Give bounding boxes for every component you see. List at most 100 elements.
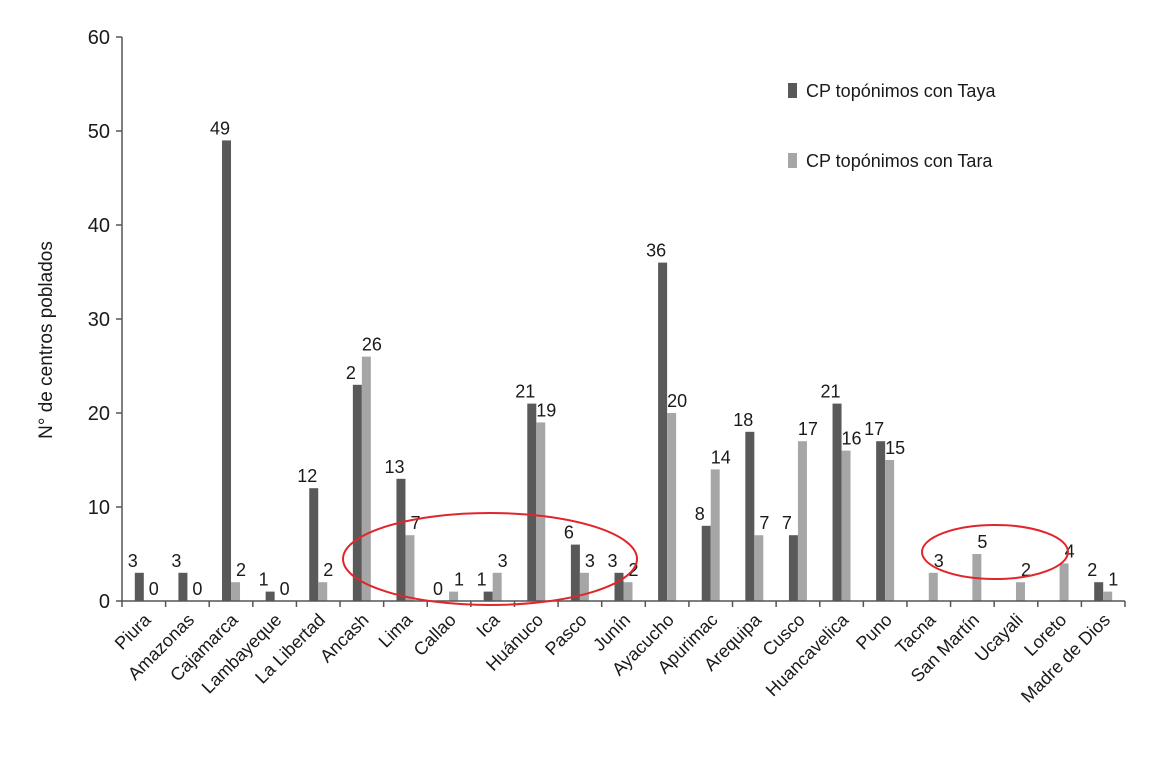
data-label-taya: 1 [259, 570, 269, 590]
x-tick-label: Pasco [541, 610, 591, 660]
data-label-taya: 0 [433, 579, 443, 599]
bar-taya [178, 572, 188, 601]
legend-label-tara: CP topónimos con Tara [806, 151, 993, 171]
bar-taya [309, 488, 319, 601]
data-label-tara: 7 [410, 513, 420, 533]
bar-tara [710, 469, 720, 601]
data-label-tara: 5 [977, 532, 987, 552]
bar-tara [797, 441, 807, 601]
bar-tara [754, 535, 764, 601]
data-label-taya: 3 [128, 551, 138, 571]
bar-tara [1103, 591, 1113, 601]
data-label-tara: 14 [711, 447, 731, 467]
data-label-taya: 21 [821, 382, 841, 402]
legend-label-taya: CP topónimos con Taya [806, 81, 996, 101]
bar-tara [667, 413, 677, 601]
y-tick-label: 20 [88, 403, 110, 425]
data-label-tara: 2 [1021, 560, 1031, 580]
y-tick-label: 0 [99, 591, 110, 613]
data-label-taya: 49 [210, 118, 230, 138]
y-axis-title: N° de centros poblados [36, 241, 57, 439]
bars [134, 140, 1113, 601]
legend: CP topónimos con Taya CP topónimos con T… [788, 81, 996, 171]
highlight-ellipse-central [342, 512, 638, 606]
data-label-tara: 19 [536, 400, 556, 420]
bar-tara [841, 450, 851, 601]
highlight-ellipse-east [921, 524, 1069, 580]
bar-tara [579, 572, 589, 601]
bar-tara [361, 356, 371, 601]
bar-taya [745, 431, 755, 601]
y-tick-label: 30 [88, 309, 110, 331]
data-label-tara: 0 [280, 579, 290, 599]
data-label-taya: 2 [1087, 560, 1097, 580]
y-tick-label: 60 [88, 27, 110, 49]
data-label-tara: 20 [667, 391, 687, 411]
bar-tara [449, 591, 459, 601]
data-label-taya: 3 [171, 551, 181, 571]
data-label-tara: 7 [759, 513, 769, 533]
bar-tara [623, 582, 633, 601]
data-label-taya: 13 [384, 457, 404, 477]
bar-taya [352, 384, 362, 601]
data-label-tara: 3 [498, 551, 508, 571]
y-tick-label: 10 [88, 497, 110, 519]
bar-taya [527, 403, 537, 601]
data-label-taya: 3 [607, 551, 617, 571]
x-tick-label: Puno [852, 610, 896, 654]
legend-swatch-taya [788, 83, 797, 98]
x-tick-label: Ucayali [971, 610, 1027, 666]
bar-taya [832, 403, 842, 601]
bar-taya [222, 140, 232, 601]
data-label-taya: 12 [297, 466, 317, 486]
data-label-tara: 26 [362, 335, 382, 355]
data-label-tara: 1 [454, 570, 464, 590]
highlight-ellipses [342, 512, 1069, 606]
data-label-tara: 3 [585, 551, 595, 571]
bar-tara [1059, 563, 1069, 601]
data-label-taya: 17 [864, 419, 884, 439]
data-label-tara: 1 [1108, 570, 1118, 590]
data-label-taya: 18 [733, 410, 753, 430]
x-tick-label: Callao [410, 610, 460, 660]
bar-taya [570, 544, 580, 601]
bar-tara [885, 460, 895, 601]
data-label-taya: 6 [564, 523, 574, 543]
bar-taya [876, 441, 886, 601]
data-label-taya: 8 [695, 504, 705, 524]
data-label-tara: 0 [192, 579, 202, 599]
bar-tara [928, 572, 938, 601]
x-tick-label: Ancash [316, 610, 373, 667]
data-label-tara: 0 [149, 579, 159, 599]
bar-taya [658, 262, 668, 601]
bar-tara [405, 535, 415, 601]
data-label-tara: 16 [842, 429, 862, 449]
data-label-tara: 15 [885, 438, 905, 458]
bar-taya [483, 591, 493, 601]
data-label-taya: 7 [782, 513, 792, 533]
bar-taya [788, 535, 798, 601]
bar-tara [231, 582, 241, 601]
data-label-tara: 3 [934, 551, 944, 571]
data-label-tara: 2 [236, 560, 246, 580]
bar-taya [1094, 582, 1104, 601]
bar-tara [1015, 582, 1025, 601]
legend-swatch-tara [788, 153, 797, 168]
bar-tara [318, 582, 328, 601]
bar-taya [701, 525, 711, 601]
bar-taya [265, 591, 275, 601]
y-axis: 0 10 20 30 40 50 60 [88, 27, 123, 613]
data-label-taya: 1 [477, 570, 487, 590]
bar-taya [134, 572, 144, 601]
bar-taya [396, 478, 406, 601]
bar-taya [614, 572, 624, 601]
data-label-tara: 17 [798, 419, 818, 439]
data-label-taya: 21 [515, 382, 535, 402]
bar-tara [536, 422, 546, 601]
x-tick-label: Ica [472, 609, 504, 641]
data-label-taya: 36 [646, 241, 666, 261]
data-label-tara: 4 [1065, 541, 1075, 561]
